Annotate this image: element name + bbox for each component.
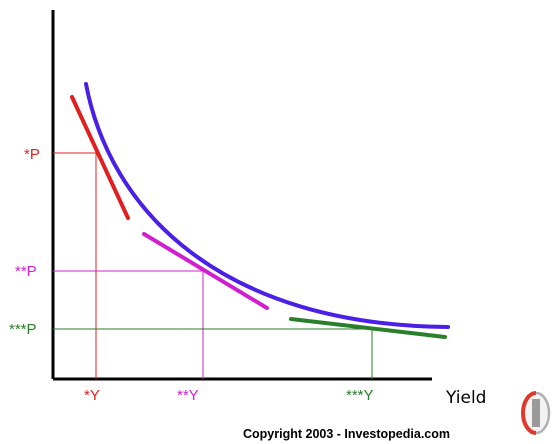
label-y1: *Y bbox=[84, 387, 100, 404]
label-y3: ***Y bbox=[346, 387, 374, 404]
x-axis-title: Yield bbox=[445, 388, 486, 408]
label-y2: **Y bbox=[177, 387, 199, 404]
price-yield-curve bbox=[84, 82, 450, 329]
label-p1: *P bbox=[24, 146, 40, 163]
label-p2: **P bbox=[15, 263, 37, 280]
label-p3: ***P bbox=[9, 321, 37, 338]
copyright-text: Copyright 2003 - Investopedia.com bbox=[243, 427, 450, 441]
tangent-line-3 bbox=[289, 317, 447, 339]
tangent-line-1 bbox=[70, 95, 130, 220]
investopedia-logo-icon bbox=[521, 391, 551, 435]
tangent-line-2 bbox=[142, 232, 269, 310]
